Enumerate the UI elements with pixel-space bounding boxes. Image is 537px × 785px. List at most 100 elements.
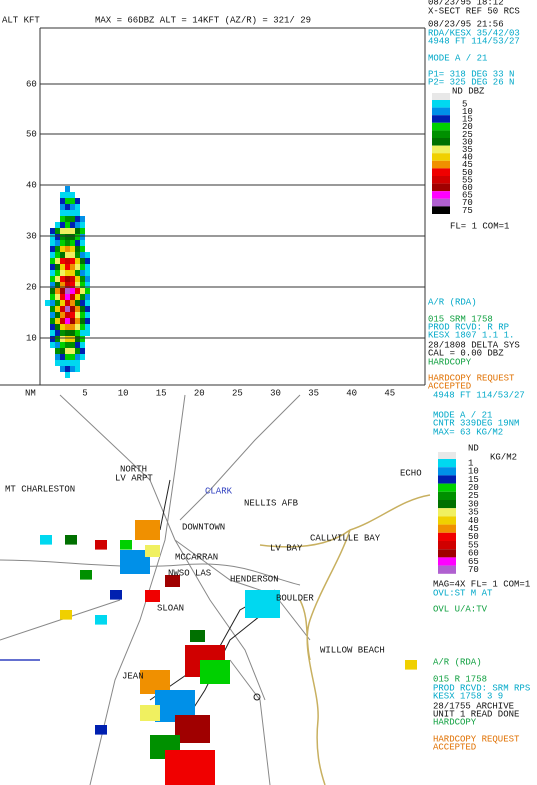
echo-cell (65, 372, 70, 378)
place-label: BOULDER (276, 593, 314, 603)
echo-cell (140, 705, 160, 721)
status-line: 28/1808 DELTA SYS (428, 340, 520, 350)
echo-cell (55, 294, 60, 300)
echo-cell (80, 276, 85, 282)
echo-cell (80, 282, 85, 288)
legend-swatch (432, 107, 450, 116)
road (229, 659, 271, 785)
status-line: 08/23/95 18:12 (428, 0, 504, 7)
legend-swatch (432, 100, 450, 108)
echo-cell (75, 222, 80, 228)
status-line: KESX 1758 3 9 (433, 691, 503, 701)
echo-cell (50, 300, 55, 306)
place-label: LV ARPT (115, 473, 153, 483)
echo-cell (75, 264, 80, 270)
echo-cell (60, 258, 65, 264)
echo-cell (65, 360, 70, 366)
place-label: NWSO LAS (168, 568, 211, 578)
echo-cell (80, 240, 85, 246)
x-tick-label: 45 (384, 388, 395, 398)
echo-cell (55, 348, 60, 354)
status-line: A/R (RDA) (433, 657, 482, 667)
echo-cell (50, 342, 55, 348)
echo-cell (65, 294, 70, 300)
echo-cell (70, 354, 75, 360)
legend-label: 50 (468, 532, 479, 542)
echo-cell (50, 336, 55, 342)
place-label: NORTH (120, 464, 147, 474)
echo-cell (80, 336, 85, 342)
echo-cell (65, 366, 70, 372)
echo-cell (70, 282, 75, 288)
status-line: HARDCOPY REQUEST (428, 373, 515, 383)
echo-cell (60, 324, 65, 330)
echo-cell (70, 246, 75, 252)
legend-label: 70 (462, 198, 473, 208)
status-line: MAG=4X FL= 1 COM=1 (433, 579, 530, 589)
legend-swatch (438, 549, 456, 558)
echo-cell (55, 246, 60, 252)
echo-cell (80, 252, 85, 258)
status-line: HARDCOPY (428, 357, 472, 367)
legend-swatch (438, 565, 456, 574)
echo-cell (120, 540, 132, 550)
x-axis-label: NM (25, 388, 36, 398)
echo-cell (60, 276, 65, 282)
echo-cell (55, 330, 60, 336)
legend-label: 60 (462, 183, 473, 193)
echo-cell (70, 318, 75, 324)
status-line: MAX= 63 KG/M2 (433, 427, 503, 437)
echo-cell (50, 288, 55, 294)
x-tick-label: 10 (118, 388, 129, 398)
y-tick-label: 50 (26, 129, 37, 139)
legend-label: 35 (462, 145, 473, 155)
echo-cell (80, 570, 92, 580)
echo-cell (70, 324, 75, 330)
echo-cell (65, 228, 70, 234)
echo-cell (60, 270, 65, 276)
status-line: ACCEPTED (428, 381, 471, 391)
road (0, 559, 301, 586)
echo-cell (80, 222, 85, 228)
echo-cell (55, 342, 60, 348)
echo-cell (60, 336, 65, 342)
legend-label: 20 (462, 122, 473, 132)
place-label: LV BAY (270, 543, 303, 553)
echo-cell (65, 252, 70, 258)
echo-cell (65, 198, 70, 204)
legend-swatch (432, 93, 450, 100)
echo-cell (70, 276, 75, 282)
road (0, 599, 121, 641)
echo-cell (65, 336, 70, 342)
place-label: CLARK (205, 486, 233, 496)
status-line: UNIT 1 READ DONE (433, 709, 519, 719)
echo-cell (65, 282, 70, 288)
echo-cell (75, 306, 80, 312)
echo-cell (60, 282, 65, 288)
echo-cell (70, 192, 75, 198)
place-label: MCCARRAN (175, 552, 218, 562)
echo-cell (60, 246, 65, 252)
echo-cell (65, 318, 70, 324)
status-line: PROD RCVD: SRM RPS (433, 683, 530, 693)
echo-cell (55, 276, 60, 282)
legend-swatch (438, 508, 456, 517)
legend-label: 65 (462, 191, 473, 201)
echo-cell (80, 306, 85, 312)
status-line: OVL U/A:TV (433, 604, 488, 614)
echo-cell (80, 318, 85, 324)
echo-cell (75, 354, 80, 360)
echo-cell (55, 252, 60, 258)
legend-swatch (432, 191, 450, 199)
echo-cell (80, 246, 85, 252)
legend-swatch (438, 491, 456, 500)
echo-cell (75, 234, 80, 240)
echo-cell (145, 545, 160, 557)
status-line: 015 R 1758 (433, 674, 487, 684)
radar-echoes (45, 186, 90, 378)
echo-cell (65, 276, 70, 282)
legend-title: ND DBZ (452, 86, 485, 96)
echo-cell (45, 300, 50, 306)
echo-cell (85, 318, 90, 324)
